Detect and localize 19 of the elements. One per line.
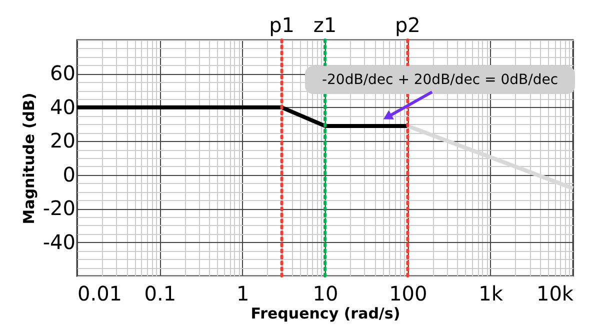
ref-line-label: p1 bbox=[269, 13, 294, 37]
y-tick-label: 40 bbox=[50, 94, 76, 119]
ref-line-label: p2 bbox=[394, 13, 420, 37]
x-tick-label: 10k bbox=[536, 282, 574, 306]
annotation: -20dB/dec + 20dB/dec = 0dB/dec bbox=[322, 72, 558, 88]
ref-line-label: z1 bbox=[313, 13, 337, 37]
x-tick-label: 1k bbox=[478, 282, 504, 306]
x-axis-title: Frequency (rad/s) bbox=[250, 304, 400, 322]
y-axis-title: Magnitude (dB) bbox=[20, 92, 38, 224]
x-tick-label: 0.01 bbox=[78, 282, 122, 306]
x-tick-label: 10 bbox=[312, 282, 338, 306]
x-tick-label: 100 bbox=[389, 282, 428, 306]
y-tick-label: -20 bbox=[42, 196, 76, 220]
y-tick-label: 20 bbox=[50, 128, 76, 153]
x-tick-label: 1 bbox=[236, 282, 250, 306]
y-tick-label: 0 bbox=[62, 162, 76, 186]
y-tick-label: 60 bbox=[50, 61, 76, 86]
y-tick-label: -40 bbox=[42, 230, 76, 254]
x-tick-label: 0.1 bbox=[144, 282, 176, 306]
